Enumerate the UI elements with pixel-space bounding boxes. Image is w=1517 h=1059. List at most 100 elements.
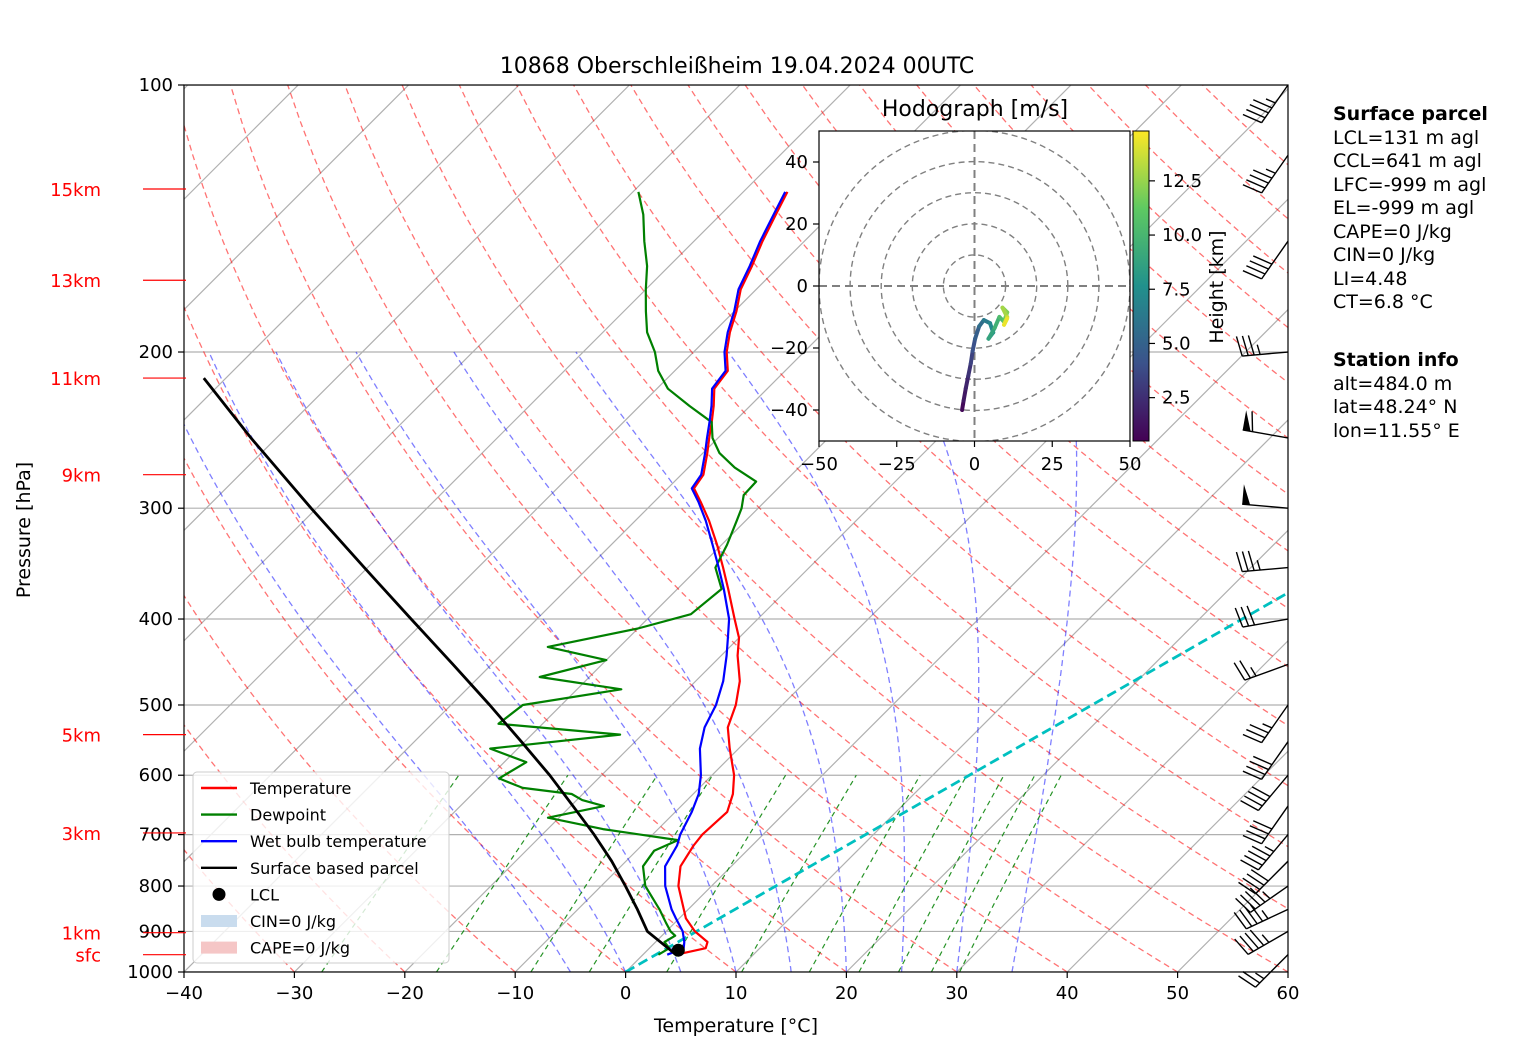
- barb-flag: [1242, 770, 1262, 781]
- hodograph-segment: [1002, 316, 1010, 327]
- dry-adiabat: [184, 305, 737, 972]
- barb-flag: [1249, 760, 1269, 771]
- barb-half-flag: [1255, 972, 1265, 980]
- barb-flag: [1251, 845, 1271, 857]
- barb-flag: [1234, 938, 1249, 955]
- moist-adiabat: [1011, 351, 1078, 972]
- barb-flag: [1249, 887, 1266, 903]
- barb-staff: [1242, 351, 1289, 357]
- isotherm: [184, 85, 851, 753]
- barb-flag: [1247, 550, 1255, 571]
- barb-flag: [1242, 733, 1262, 744]
- hodograph-colorbar: [1132, 130, 1150, 442]
- wind-barb: [1242, 84, 1289, 124]
- barb-flag: [1242, 184, 1262, 194]
- wind-barb: [1238, 954, 1289, 988]
- isotherm: [845, 529, 1288, 972]
- barb-flag: [1249, 904, 1264, 922]
- legend-label: Surface based parcel: [250, 859, 419, 878]
- legend: Temperature Dewpoint Wet bulb temperature S…: [192, 771, 450, 964]
- station-lon: lon=11.55° E: [1333, 419, 1460, 442]
- hodograph-y-tick-label: 40: [785, 152, 808, 173]
- barb-flag: [1249, 260, 1269, 270]
- barb-flag: [1235, 551, 1243, 572]
- barb-flag: [1252, 755, 1273, 766]
- barb-staff: [1257, 774, 1289, 811]
- isotherm: [184, 85, 520, 421]
- barb-flag: [1250, 869, 1269, 882]
- wind-barbs: [1233, 84, 1289, 988]
- barb-flag: [1244, 854, 1263, 866]
- parcel-el: EL=-999 m agl: [1333, 197, 1475, 219]
- barb-flag: [1241, 551, 1249, 572]
- wind-barb: [1242, 410, 1289, 439]
- barb-flag: [1234, 607, 1244, 628]
- barb-flag: [1242, 971, 1261, 984]
- moist-adiabat: [208, 351, 627, 972]
- mixing-ratio-line: [588, 774, 714, 972]
- height-marker-label: 15km: [50, 180, 101, 201]
- barb-staff: [1261, 805, 1289, 845]
- colorbar-tick-label: 10.0: [1162, 225, 1202, 246]
- barb-staff: [1261, 240, 1289, 280]
- barb-flag: [1242, 270, 1262, 280]
- hodograph-segment: [986, 325, 997, 341]
- barb-flag: [1247, 850, 1267, 862]
- barb-flag: [1242, 877, 1261, 891]
- hodograph-segment: [970, 336, 978, 354]
- moist-adiabat: [275, 351, 682, 972]
- wind-barb: [1242, 741, 1289, 781]
- hodograph: Hodograph [m/s] −50 −25 0 25 50 −40 −20 0 20 40 2…: [770, 97, 1228, 475]
- moist-adiabat: [355, 351, 737, 972]
- colorbar-tick-label: 5.0: [1162, 333, 1191, 354]
- barb-flag: [1238, 975, 1256, 988]
- barb-staff: [1247, 930, 1289, 956]
- barb-staff: [1261, 154, 1289, 194]
- y-axis-label: Pressure [hPa]: [13, 462, 35, 598]
- isotherm: [184, 85, 410, 311]
- height-marker-label: 3km: [62, 824, 101, 845]
- temperatureline: [675, 191, 789, 956]
- barb-staff: [1242, 618, 1289, 628]
- parcel-lcl: LCL=131 m agl: [1333, 126, 1480, 149]
- wind-barb: [1233, 904, 1289, 930]
- hodograph-y-tick-label: 0: [797, 276, 808, 297]
- barb-flag: [1240, 800, 1259, 812]
- barb-flag: [1246, 605, 1256, 626]
- y-tick-label: 100: [139, 75, 173, 96]
- hodograph-segment: [963, 373, 971, 391]
- dry-adiabat: [184, 456, 627, 972]
- station-lat: lat=48.24° N: [1333, 396, 1458, 418]
- barb-half-flag: [1261, 910, 1269, 920]
- barb-flag: [1233, 662, 1246, 681]
- hodograph-title: Hodograph [m/s]: [882, 97, 1068, 122]
- barb-flag: [1240, 894, 1256, 910]
- x-tick-label: 20: [835, 983, 858, 1004]
- legend-label: Dewpoint: [250, 806, 326, 825]
- hodograph-segment: [961, 386, 968, 403]
- legend-swatch: [212, 887, 226, 901]
- hodograph-x-tick-label: −50: [800, 454, 838, 475]
- parcel-cape: CAPE=0 J/kg: [1333, 220, 1452, 243]
- legend-box: [192, 771, 450, 964]
- mixing-ratio-line: [959, 774, 1062, 972]
- wet-bulb-temperatureline: [663, 191, 787, 956]
- barb-flag: [1241, 335, 1249, 356]
- barb-flag: [1233, 911, 1247, 930]
- legend-label: Temperature: [249, 779, 351, 798]
- barb-flag: [1251, 786, 1271, 798]
- barb-flag: [1252, 255, 1273, 265]
- barb-half-flag: [1264, 845, 1275, 853]
- height-marker-label: 1km: [62, 924, 101, 945]
- wind-barb: [1234, 605, 1289, 628]
- height-marker-label: 11km: [50, 369, 101, 390]
- barb-flag: [1252, 820, 1273, 830]
- barb-flag: [1246, 179, 1266, 189]
- barb-staff: [1242, 503, 1289, 509]
- y-tick-label: 400: [139, 609, 173, 630]
- hodograph-segment: [968, 349, 975, 366]
- surface-parcel-title: Surface parcel: [1333, 103, 1488, 125]
- barb-pennant: [1242, 410, 1251, 432]
- wind-barb: [1240, 834, 1289, 871]
